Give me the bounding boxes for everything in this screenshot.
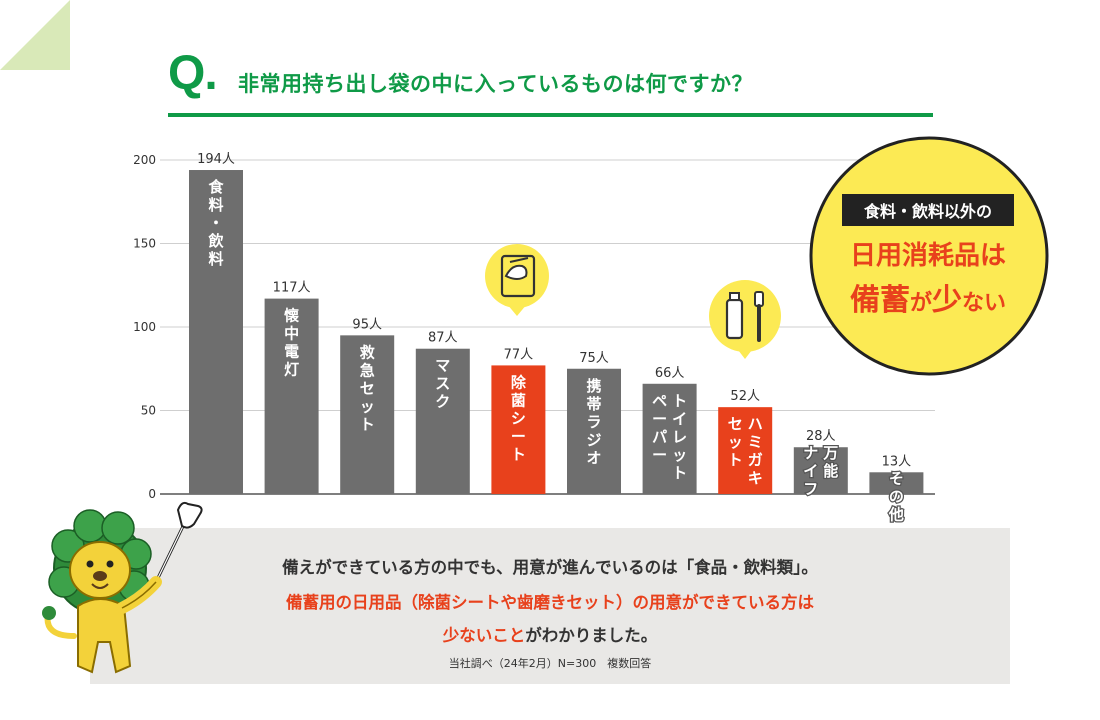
corner-decoration — [0, 0, 70, 70]
bar-category-char: ー — [511, 427, 526, 445]
bar-category-char: ッ — [672, 446, 687, 464]
bar-category-char: 能 — [823, 462, 838, 480]
bar-category-char: ー — [652, 410, 667, 428]
bar-category-char: 飲 — [207, 232, 224, 250]
y-tick-label: 0 — [148, 487, 156, 501]
bar-category-char: ト — [728, 451, 743, 469]
value-label: 194人 — [197, 152, 235, 167]
callout-line1: 日用消耗品は — [850, 241, 1006, 271]
bar-category-char: 電 — [284, 343, 299, 361]
bar-category-char: ト — [360, 415, 375, 433]
value-label: 66人 — [655, 366, 685, 381]
bar-category-char: ス — [435, 375, 450, 393]
pointing-hand-icon — [176, 501, 203, 529]
bar — [642, 383, 697, 494]
bar-category-char: 急 — [360, 361, 375, 379]
bar-category-char: ー — [652, 446, 667, 464]
bar-category-char: 料 — [208, 196, 223, 214]
bar-category-char: ・ — [208, 214, 223, 232]
bar — [793, 447, 848, 494]
bar-category-char: ハ — [748, 415, 763, 433]
summary-highlight: 少ないこと — [442, 626, 526, 645]
wet-wipe-bubble — [485, 244, 549, 316]
page-title: 非常用持ち出し袋の中に入っているものは何ですか？ — [238, 72, 753, 96]
value-label: 52人 — [730, 389, 760, 404]
lion-mascot-icon — [42, 501, 203, 674]
bar — [491, 365, 546, 494]
bar-category-char: パ — [652, 428, 667, 446]
toothpaste-toothbrush-icon — [725, 291, 764, 342]
bar-category-char: ト — [672, 392, 687, 410]
value-label: 28人 — [806, 429, 836, 444]
bar-category-char: フ — [803, 480, 818, 498]
q-mark: Q. — [168, 47, 218, 100]
bar-category-char: 中 — [284, 325, 299, 343]
value-label: 77人 — [504, 347, 534, 362]
value-label: 95人 — [352, 317, 382, 332]
bar-category-char: 携 — [586, 377, 601, 395]
bar-category-char: キ — [748, 469, 763, 487]
bar — [189, 170, 243, 494]
bar-category-char: ッ — [728, 433, 743, 451]
summary-panel: 備えができている方の中でも、用意が進んでいるのは「食品・飲料類」。 備蓄用の日用… — [90, 528, 1010, 684]
summary-line-3: 少ないことがわかりました。 — [90, 622, 1010, 646]
title-underline — [168, 113, 933, 117]
question-header: Q. 非常用持ち出し袋の中に入っているものは何ですか？ — [168, 40, 933, 118]
summary-line-2: 備蓄用の日用品（除菌シートや歯磨きセット）の用意ができている方は — [286, 593, 814, 612]
y-tick-label: 50 — [141, 404, 156, 418]
bar-category-char: イ — [672, 410, 687, 428]
bar-category-char: セ — [360, 379, 375, 397]
bar-category-char: マ — [435, 357, 450, 375]
bar-category-char: 食 — [208, 178, 224, 196]
bar-category-char: ミ — [748, 433, 763, 451]
bar-category-char: 料 — [208, 250, 223, 268]
bar-category-char: ナ — [803, 444, 818, 462]
bar-category-char: 懐 — [284, 307, 299, 325]
bar — [340, 335, 395, 494]
y-tick-label: 100 — [133, 320, 156, 334]
bar-category-char: 救 — [360, 343, 375, 361]
bar-category-char: 他 — [888, 505, 904, 523]
summary-line-1: 備えができている方の中でも、用意が進んでいるのは「食品・飲料類」。 — [282, 558, 818, 577]
bar-category-char: ラ — [586, 413, 601, 431]
value-label: 75人 — [579, 351, 609, 366]
bar-category-char: イ — [803, 462, 818, 480]
bar — [869, 472, 924, 494]
bar-category-char: ト — [511, 445, 526, 463]
bar-category-char: 除 — [511, 373, 527, 391]
callout-circle: 食料・飲料以外の 日用消耗品は 備蓄が少ない — [809, 136, 1049, 376]
bar — [264, 298, 319, 494]
bar-category-char: そ — [889, 469, 904, 487]
y-tick-label: 150 — [133, 237, 156, 251]
bar-category-char: シ — [511, 409, 526, 427]
callout-tag: 食料・飲料以外の — [863, 202, 992, 221]
value-label: 13人 — [882, 454, 912, 469]
bar-category-char: レ — [672, 428, 687, 446]
bar-category-char: ガ — [748, 451, 763, 469]
bar-category-char: ペ — [652, 392, 667, 410]
bar — [567, 368, 621, 494]
bar-category-char: 菌 — [511, 391, 526, 409]
summary-line-3-rest: がわかりました。 — [525, 626, 658, 645]
y-tick-label: 200 — [133, 153, 156, 167]
bar — [415, 348, 470, 494]
bar-category-char: 灯 — [284, 361, 299, 379]
bar-category-char: 帯 — [586, 395, 601, 413]
bar-category-char: ト — [672, 464, 687, 482]
callout-line2: 備蓄が少ない — [850, 283, 1006, 318]
bar-category-char: ッ — [360, 397, 375, 415]
wet-wipe-icon — [500, 254, 536, 298]
bar — [718, 407, 773, 494]
bar-category-char: の — [889, 487, 904, 505]
bar-category-char: オ — [586, 449, 601, 467]
value-label: 117人 — [273, 281, 311, 296]
bar-category-char: ク — [435, 393, 450, 411]
toothbrush-bubble — [709, 280, 781, 359]
bar-category-char: セ — [728, 415, 743, 433]
value-label: 87人 — [428, 331, 458, 346]
bar-category-char: 万 — [822, 444, 838, 462]
source-note: 当社調べ（24年2月）N=300 複数回答 — [448, 657, 652, 670]
bar-category-char: ジ — [586, 431, 601, 449]
